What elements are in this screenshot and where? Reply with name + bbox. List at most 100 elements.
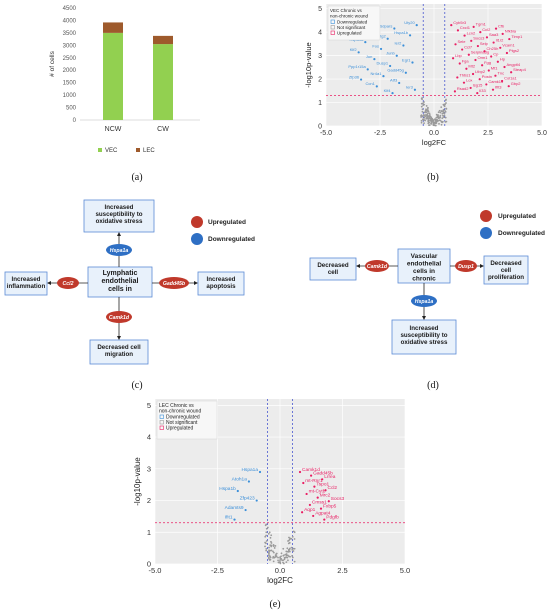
gene-label: Egr1 xyxy=(402,57,411,62)
gene-label: Camk1d xyxy=(488,79,503,84)
legend-item: Upregulated xyxy=(337,31,362,36)
d-right-box-text: Decreased cell proliferation xyxy=(488,260,524,281)
point-not-significant xyxy=(282,561,284,564)
point-upregulated xyxy=(471,72,475,76)
point-not-significant xyxy=(269,536,272,539)
legend-item: Downregulated xyxy=(337,20,368,25)
gene-label: Lox xyxy=(466,77,472,82)
gene-label: Gadd45b xyxy=(313,470,333,476)
point-upregulated xyxy=(499,46,502,49)
gene-label: Jun xyxy=(366,54,372,59)
point-not-significant xyxy=(289,537,292,540)
d-bottom-box-text: Increased susceptibility to oxidative stre… xyxy=(400,325,447,346)
point-downregulated xyxy=(404,71,407,74)
point-not-significant xyxy=(292,547,295,550)
point-upregulated xyxy=(508,37,511,41)
point-not-significant xyxy=(265,540,268,542)
point-not-significant xyxy=(444,110,447,112)
c-gene-top xyxy=(106,244,132,256)
xtick: 5.0 xyxy=(537,130,547,137)
point-upregulated xyxy=(492,41,495,44)
gene-label: Selp xyxy=(480,41,489,46)
point-downregulated xyxy=(395,54,398,57)
point-upregulated xyxy=(458,62,461,65)
panel-c-diagram: Increased susceptibility to oxidative stre… xyxy=(4,199,255,365)
gene-label: Ccl2 xyxy=(328,485,338,491)
point-not-significant xyxy=(439,116,442,119)
point-upregulated xyxy=(500,79,504,83)
point-upregulated xyxy=(302,481,305,485)
point-upregulated xyxy=(487,69,490,72)
c-legend-up: Upregulated xyxy=(208,219,246,226)
point-not-significant xyxy=(268,546,270,549)
point-upregulated xyxy=(310,474,313,477)
panel-d-diagram: Upregulated Downregulated Vascular endoth… xyxy=(309,210,545,355)
gene-label: Steap4 xyxy=(513,67,526,72)
point-upregulated xyxy=(476,44,479,48)
point-not-significant xyxy=(266,526,269,529)
point-not-significant xyxy=(423,122,425,125)
point-not-significant xyxy=(421,110,424,113)
point-upregulated xyxy=(505,51,509,55)
gene-label: Sdpars xyxy=(380,23,393,28)
c-right-box-text: Increased apoptosis xyxy=(206,276,236,290)
gene-label: Agpat4 xyxy=(315,511,331,517)
gene-label: Serpina3g xyxy=(471,50,489,55)
x-axis-label: log2FC xyxy=(267,576,293,585)
point-not-significant xyxy=(288,541,291,544)
point-not-significant xyxy=(268,558,271,561)
point-not-significant xyxy=(293,560,296,563)
legend-item: Downregulated xyxy=(166,415,200,421)
point-not-significant xyxy=(435,119,438,122)
legend-box xyxy=(156,400,218,440)
point-upregulated xyxy=(496,60,499,63)
point-not-significant xyxy=(428,121,430,124)
point-downregulated xyxy=(375,85,378,88)
point-not-significant xyxy=(420,102,423,105)
ytick: 1 xyxy=(147,528,151,537)
point-upregulated xyxy=(453,90,457,93)
point-not-significant xyxy=(430,122,433,125)
legend-item: Upregulated xyxy=(166,426,193,432)
a-ylabel: # of cells xyxy=(49,50,56,76)
point-not-significant xyxy=(277,559,279,562)
point-not-significant xyxy=(272,555,275,558)
point-not-significant xyxy=(265,523,268,526)
point-not-significant xyxy=(443,105,446,108)
point-not-significant xyxy=(427,118,430,120)
gene-label: Mrc2 xyxy=(320,492,331,498)
point-downregulated xyxy=(391,92,394,95)
gene-label: Gbp2 xyxy=(511,81,522,86)
gene-label: Saa3 xyxy=(489,32,499,37)
ytick: 0 xyxy=(147,560,151,569)
ytick: 2 xyxy=(318,77,322,84)
point-not-significant xyxy=(434,124,437,127)
point-not-significant xyxy=(285,554,288,557)
a-legend-swatch xyxy=(98,148,102,152)
point-not-significant xyxy=(437,114,439,116)
point-not-significant xyxy=(439,111,442,114)
legend-item: Not significant xyxy=(337,25,366,30)
gene-label: Lbp xyxy=(455,53,462,58)
point-upregulated xyxy=(494,27,498,30)
panel-b-volcano-plot: -5.0-2.50.02.55.0012345Uty20SdparsCkmHsp… xyxy=(304,4,547,147)
xtick: -2.5 xyxy=(211,566,224,575)
point-upregulated xyxy=(472,25,475,28)
point-upregulated xyxy=(501,32,504,35)
a-ytick: 500 xyxy=(66,106,77,112)
gene-label: Mt1 xyxy=(491,65,498,70)
gene-label: Atf3 xyxy=(390,78,398,83)
gene-label: Tspo1 xyxy=(316,481,329,487)
d-legend-down: Downregulated xyxy=(498,230,545,237)
gene-label: Ier3 xyxy=(406,85,414,90)
point-not-significant xyxy=(424,119,427,122)
a-ytick: 2500 xyxy=(63,56,77,62)
panel-a-bar-chart: 0 500 1000 1500 2000 2500 3000 3500 4000 4500 # of… xyxy=(49,6,200,154)
gene-label: Postn xyxy=(482,74,492,79)
gene-label: Il33 xyxy=(479,88,486,93)
legend-swatch xyxy=(159,420,164,425)
point-downregulated xyxy=(258,470,262,474)
gene-label: Dusp1 xyxy=(377,61,389,66)
a-bar-vec xyxy=(153,44,173,120)
ytick: 4 xyxy=(147,433,151,442)
